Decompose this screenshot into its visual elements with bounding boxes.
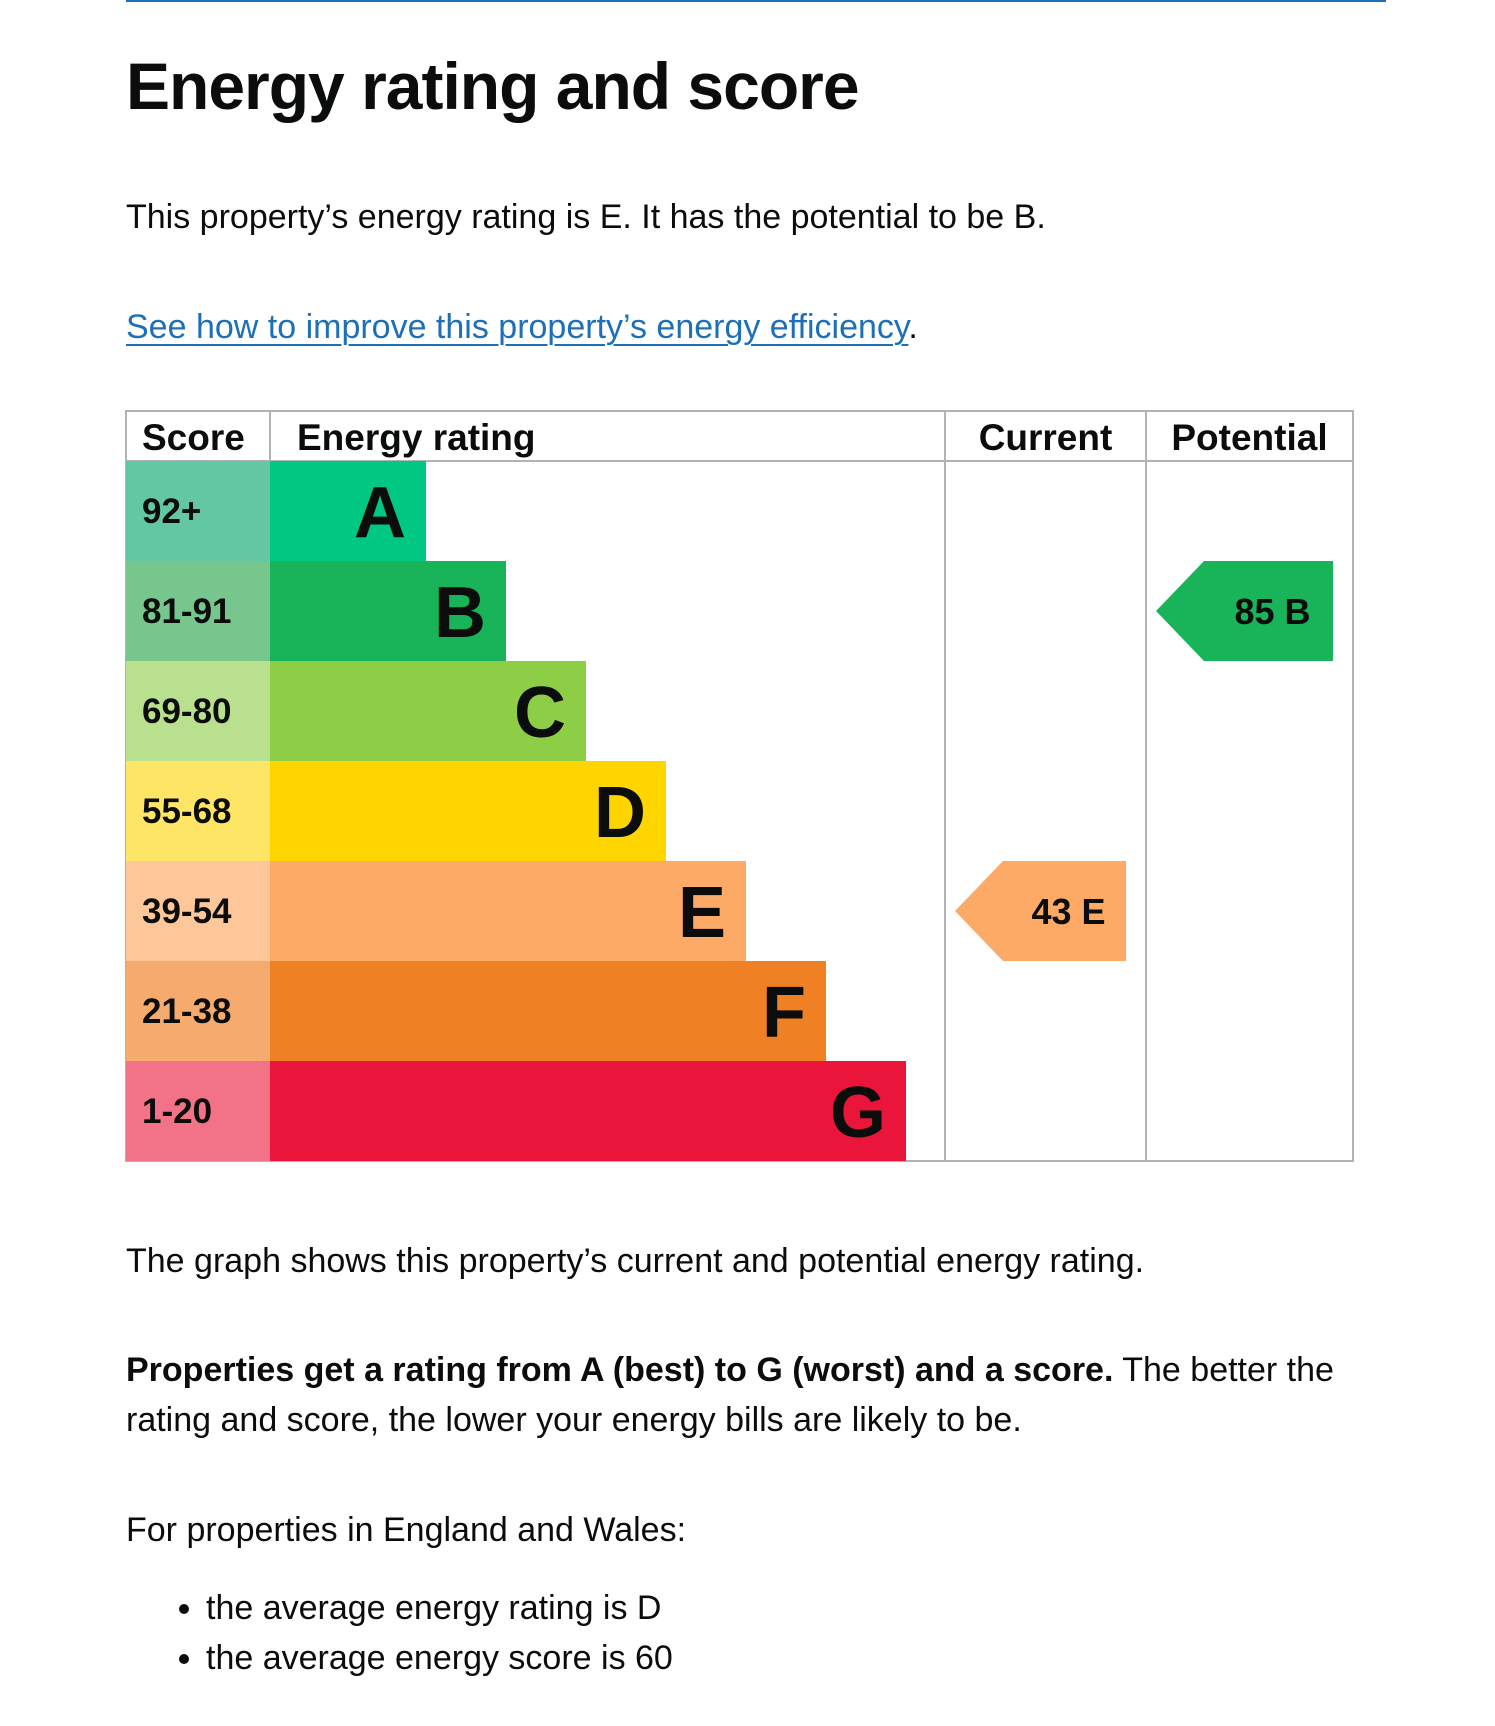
epc-chart: Score Energy rating Current Potential 92+ A 81… xyxy=(125,410,1354,1162)
improve-suffix: . xyxy=(908,308,918,346)
score-range-e: 39-54 xyxy=(142,892,232,931)
rating-explanation-rest: The better the rating and score, the low… xyxy=(126,1351,1334,1439)
score-cell-a xyxy=(126,461,270,561)
score-range-d: 55-68 xyxy=(142,792,232,831)
score-cell-b xyxy=(126,561,270,661)
score-range-a: 92+ xyxy=(142,492,201,531)
top-rule xyxy=(126,0,1386,2)
page-title: Energy rating and score xyxy=(126,49,860,123)
improve-efficiency-link[interactable]: See how to improve this property’s energ… xyxy=(126,308,909,346)
potential-rating-arrow xyxy=(1156,561,1333,661)
average-rating-item: the average energy rating is D xyxy=(206,1583,673,1633)
header-potential: Potential xyxy=(1171,417,1327,458)
rating-summary: This property’s energy rating is E. It h… xyxy=(126,198,1046,236)
rating-letter-a: A xyxy=(354,473,406,553)
header-score: Score xyxy=(142,417,245,458)
rating-bar-g xyxy=(270,1061,906,1161)
rating-letter-d: D xyxy=(594,773,646,853)
score-range-c: 69-80 xyxy=(142,692,232,731)
rating-letter-c: C xyxy=(514,673,566,753)
rating-letter-e: E xyxy=(678,873,726,953)
england-wales-intro: For properties in England and Wales: xyxy=(126,1511,687,1549)
graph-description: The graph shows this property’s current … xyxy=(126,1242,1145,1280)
header-current: Current xyxy=(979,417,1113,458)
rating-explanation-bold: Properties get a rating from A (best) to… xyxy=(126,1351,1114,1389)
score-cell-g xyxy=(126,1061,270,1161)
score-range-b: 81-91 xyxy=(142,592,232,631)
score-cell-d xyxy=(126,761,270,861)
rating-bar-f xyxy=(270,961,826,1061)
score-cell-c xyxy=(126,661,270,761)
current-rating-arrow xyxy=(955,861,1126,961)
rating-bar-e xyxy=(270,861,746,961)
header-energy-rating: Energy rating xyxy=(297,417,536,458)
improve-line: See how to improve this property’s energ… xyxy=(126,302,918,352)
score-cell-e xyxy=(126,861,270,961)
score-cell-f xyxy=(126,961,270,1061)
rating-letter-g: G xyxy=(830,1073,886,1153)
rating-bar-a xyxy=(270,461,426,561)
potential-rating-label: 85 B xyxy=(1234,591,1310,632)
rating-bar-c xyxy=(270,661,586,761)
score-range-g: 1-20 xyxy=(142,1092,212,1131)
rating-explanation: Properties get a rating from A (best) to… xyxy=(126,1345,1386,1445)
rating-bar-d xyxy=(270,761,666,861)
score-range-f: 21-38 xyxy=(142,992,232,1031)
current-rating-label: 43 E xyxy=(1031,891,1105,932)
rating-letter-b: B xyxy=(434,573,486,653)
rating-letter-f: F xyxy=(762,973,806,1053)
average-score-item: the average energy score is 60 xyxy=(206,1633,673,1683)
averages-list: the average energy rating is D the avera… xyxy=(126,1583,673,1683)
rating-bar-b xyxy=(270,561,506,661)
